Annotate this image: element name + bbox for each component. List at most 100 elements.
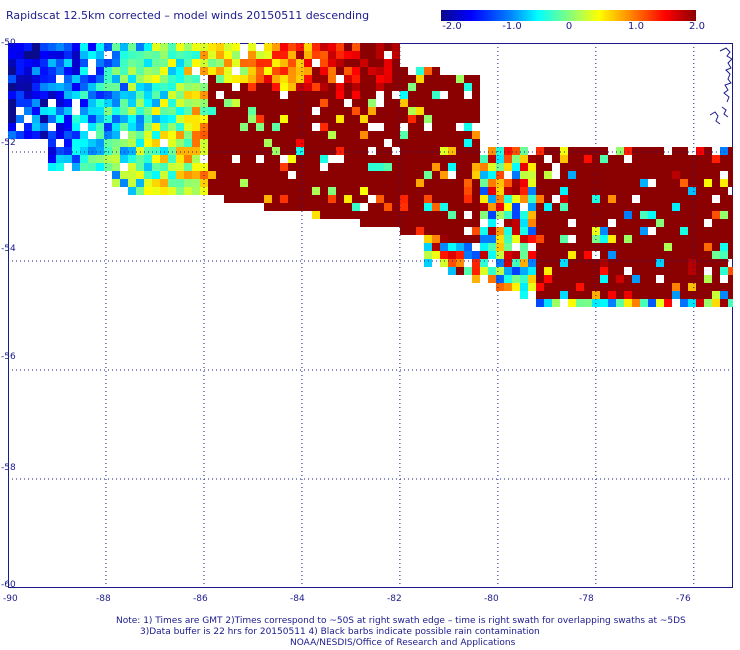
wind-cell xyxy=(208,51,216,59)
wind-cell xyxy=(288,51,296,59)
wind-cell xyxy=(280,123,288,131)
wind-cell xyxy=(192,171,200,179)
wind-cell xyxy=(216,139,224,147)
wind-cell xyxy=(360,123,368,131)
wind-cell xyxy=(32,51,40,59)
wind-cell xyxy=(136,147,144,155)
wind-cell xyxy=(128,163,136,171)
wind-cell xyxy=(576,163,584,171)
wind-cell xyxy=(184,67,192,75)
wind-cell xyxy=(336,51,344,59)
wind-cell xyxy=(304,99,312,107)
wind-cell xyxy=(528,179,536,187)
wind-cell xyxy=(720,211,728,219)
wind-cell xyxy=(336,59,344,67)
wind-cell xyxy=(512,147,520,155)
wind-cell xyxy=(384,123,392,131)
wind-cell xyxy=(264,163,272,171)
wind-cell xyxy=(688,163,696,171)
wind-cell xyxy=(64,43,72,51)
wind-cell xyxy=(720,267,728,275)
wind-cell xyxy=(184,107,192,115)
wind-cell xyxy=(648,171,656,179)
wind-cell xyxy=(224,99,232,107)
wind-cell xyxy=(536,299,544,307)
wind-cell xyxy=(96,83,104,91)
wind-cell xyxy=(528,235,536,243)
wind-cell xyxy=(368,131,376,139)
wind-cell xyxy=(624,203,632,211)
wind-cell xyxy=(272,163,280,171)
wind-cell xyxy=(680,299,688,307)
wind-cell xyxy=(624,147,632,155)
wind-cell xyxy=(128,91,136,99)
wind-cell xyxy=(704,211,712,219)
wind-cell xyxy=(376,115,384,123)
wind-cell xyxy=(240,131,248,139)
wind-cell xyxy=(112,59,120,67)
wind-cell xyxy=(424,75,432,83)
wind-cell xyxy=(352,107,360,115)
wind-cell xyxy=(232,171,240,179)
wind-cell xyxy=(368,67,376,75)
wind-cell xyxy=(272,131,280,139)
wind-cell xyxy=(496,211,504,219)
wind-cell xyxy=(624,163,632,171)
wind-cell xyxy=(8,115,16,123)
wind-cell xyxy=(336,83,344,91)
wind-cell xyxy=(256,179,264,187)
wind-cell xyxy=(456,115,464,123)
wind-cell xyxy=(664,283,672,291)
wind-cell xyxy=(144,83,152,91)
wind-cell xyxy=(128,115,136,123)
wind-cell xyxy=(96,139,104,147)
wind-cell xyxy=(432,251,440,259)
wind-cell xyxy=(168,51,176,59)
wind-cell xyxy=(24,43,32,51)
wind-cell xyxy=(136,51,144,59)
wind-cell xyxy=(416,179,424,187)
wind-cell xyxy=(448,91,456,99)
wind-cell xyxy=(624,259,632,267)
wind-cell xyxy=(296,91,304,99)
wind-cell xyxy=(416,139,424,147)
note-line-3: NOAA/NESDIS/Office of Research and Appli… xyxy=(290,638,516,648)
wind-cell xyxy=(128,107,136,115)
wind-cell xyxy=(712,219,720,227)
wind-cell xyxy=(400,227,408,235)
wind-cell xyxy=(192,99,200,107)
wind-cell xyxy=(568,243,576,251)
wind-cell xyxy=(632,299,640,307)
wind-cell xyxy=(232,195,240,203)
wind-cell xyxy=(472,203,480,211)
wind-cell xyxy=(464,147,472,155)
wind-cell xyxy=(616,283,624,291)
wind-cell xyxy=(624,243,632,251)
wind-cell xyxy=(168,139,176,147)
wind-cell xyxy=(184,59,192,67)
wind-cell xyxy=(248,43,256,51)
wind-cell xyxy=(504,179,512,187)
wind-cell xyxy=(360,187,368,195)
wind-cell xyxy=(296,43,304,51)
wind-cell xyxy=(496,251,504,259)
wind-cell xyxy=(496,283,504,291)
wind-cell xyxy=(712,187,720,195)
wind-cell xyxy=(712,299,720,307)
wind-cell xyxy=(80,147,88,155)
wind-cell xyxy=(72,75,80,83)
wind-cell xyxy=(656,203,664,211)
wind-cell xyxy=(144,163,152,171)
wind-cell xyxy=(304,59,312,67)
wind-cell xyxy=(608,203,616,211)
wind-cell xyxy=(648,299,656,307)
wind-cell xyxy=(400,107,408,115)
wind-cell xyxy=(248,123,256,131)
wind-cell xyxy=(392,83,400,91)
wind-cell xyxy=(408,115,416,123)
wind-cell xyxy=(648,259,656,267)
wind-cell xyxy=(176,123,184,131)
wind-cell xyxy=(672,163,680,171)
wind-cell xyxy=(480,251,488,259)
wind-cell xyxy=(528,195,536,203)
